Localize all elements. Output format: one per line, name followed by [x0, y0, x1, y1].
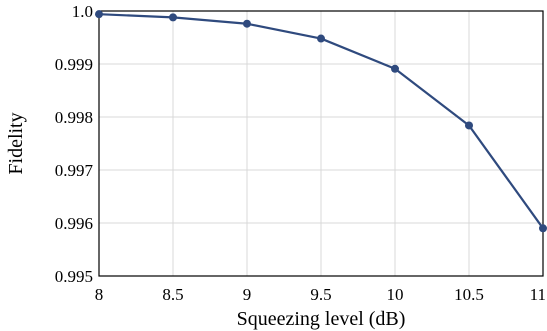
y-ticks: 0.995 0.996 0.997 0.998 0.999 1.0 — [55, 2, 94, 286]
data-point — [169, 13, 177, 22]
x-tick-label: 9.5 — [310, 285, 331, 304]
data-point — [317, 34, 325, 43]
y-tick-label: 0.998 — [55, 108, 93, 127]
data-point — [391, 64, 399, 73]
x-axis-label: Squeezing level (dB) — [237, 308, 406, 330]
series-layer — [95, 10, 547, 233]
x-tick-label: 9 — [243, 285, 252, 304]
data-point — [243, 19, 251, 28]
x-tick-label: 8.5 — [162, 285, 183, 304]
y-tick-label: 1.0 — [72, 2, 93, 21]
x-tick-label: 10 — [387, 285, 404, 304]
grid — [98, 10, 544, 277]
y-tick-label: 0.997 — [55, 161, 94, 180]
plot-frame — [98, 10, 544, 277]
x-tick-label: 8 — [95, 285, 104, 304]
x-tick-label: 11 — [530, 285, 546, 304]
x-ticks: 8 8.5 9 9.5 10 10.5 11 — [95, 285, 546, 304]
x-tick-label: 10.5 — [454, 285, 484, 304]
y-tick-label: 0.995 — [55, 267, 93, 286]
y-tick-label: 0.996 — [55, 214, 93, 233]
y-axis-label: Fidelity — [5, 112, 27, 174]
data-point — [539, 224, 547, 233]
y-tick-label: 0.999 — [55, 55, 93, 74]
data-point — [95, 10, 103, 19]
data-point — [465, 121, 473, 130]
